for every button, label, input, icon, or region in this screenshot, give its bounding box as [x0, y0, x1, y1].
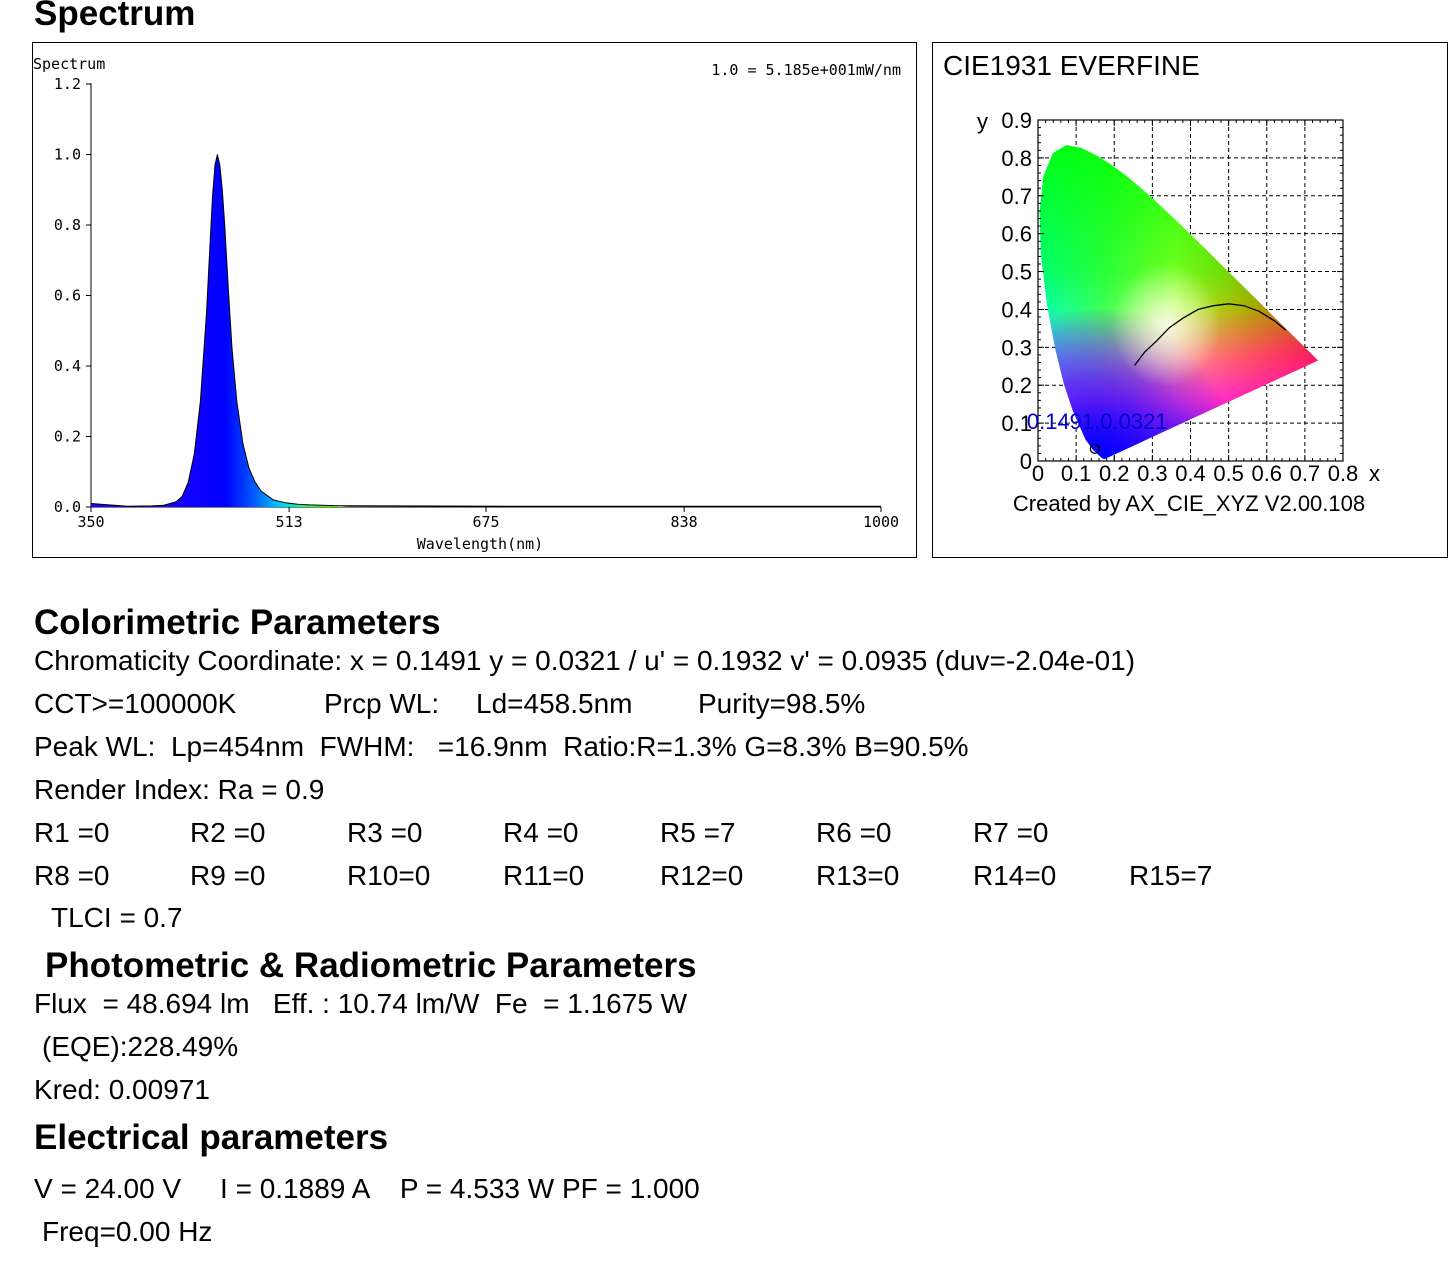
spectrum-y-tick-label: 0.0	[54, 498, 81, 516]
spectrum-x-axis-label: Wavelength(nm)	[417, 535, 543, 553]
frequency-value: Freq=0.00 Hz	[42, 1216, 213, 1247]
cie-x-tick-label: 0.6	[1251, 461, 1282, 486]
cie-x-tick-label: 0	[1032, 461, 1044, 486]
r1-value: R1 =0	[34, 817, 110, 848]
peak-wl-line: Peak WL: Lp=454nm FWHM: =16.9nm Ratio:R=…	[34, 731, 969, 762]
flux-line: Flux = 48.694 lm Eff. : 10.74 lm/W Fe = …	[34, 988, 688, 1019]
chromaticity-line: Chromaticity Coordinate: x = 0.1491 y = …	[34, 645, 1136, 676]
cie-x-tick-label: 0.7	[1290, 461, 1321, 486]
spectrum-chart: 0.0 0.2 0.4 0.6 0.8 1.0 1.2 350 513 675 838 1000 S…	[32, 42, 917, 558]
spectrum-scale-annotation: 1.0 = 5.185e+001mW/nm	[711, 61, 901, 79]
r5-value: R5 =7	[660, 817, 736, 848]
purity-value: Purity=98.5%	[698, 688, 866, 719]
spectrum-chart-title: Spectrum	[33, 55, 105, 73]
spectrum-section-title: Spectrum	[34, 0, 196, 33]
r10-value: R10=0	[347, 860, 431, 891]
cie-chart: CIE1931 EVERFINE 0 0.1 0.2 0.3 0.4 0.5 0.6 0.7 0…	[932, 42, 1448, 558]
cie-x-tick-label: 0.4	[1175, 461, 1206, 486]
colorimetric-section-title: Colorimetric Parameters	[34, 603, 441, 642]
r12-value: R12=0	[660, 860, 744, 891]
spectrum-line	[90, 154, 881, 507]
cie-footer: Created by AX_CIE_XYZ V2.00.108	[1013, 491, 1365, 516]
r3-value: R3 =0	[347, 817, 423, 848]
planckian-locus	[1133, 303, 1287, 366]
eqe-value: (EQE):228.49%	[42, 1031, 239, 1062]
r8-value: R8 =0	[34, 860, 110, 891]
render-index-line: Render Index: Ra = 0.9	[34, 774, 325, 805]
chromaticity-point-label: 0.1491,0.0321	[1027, 409, 1168, 434]
cct-value: CCT>=100000K	[34, 688, 237, 719]
cie-y-tick-label: 0.4	[1001, 297, 1032, 322]
cie-y-tick-label: 0.8	[1001, 146, 1032, 171]
r4-value: R4 =0	[503, 817, 579, 848]
spectrum-x-tick-label: 675	[472, 513, 499, 531]
spectrum-y-tick-label: 0.2	[54, 428, 81, 446]
r7-value: R7 =0	[973, 817, 1049, 848]
r6-value: R6 =0	[816, 817, 892, 848]
electrical-section-title: Electrical parameters	[34, 1118, 389, 1157]
electrical-line: V = 24.00 V I = 0.1889 A P = 4.533 W PF …	[34, 1173, 700, 1204]
spectrum-x-tick-label: 838	[671, 513, 698, 531]
spectrum-y-tick-label: 1.2	[54, 75, 81, 93]
cie-chart-title: CIE1931 EVERFINE	[943, 50, 1200, 81]
cie-x-tick-label: 0.8	[1328, 461, 1359, 486]
cie-x-tick-label: 0.3	[1137, 461, 1168, 486]
cie-y-tick-label: 0.3	[1001, 335, 1032, 360]
chromaticity-point	[1089, 443, 1100, 454]
ld-value: Ld=458.5nm	[476, 688, 633, 719]
cie-x-tick-label: 0.2	[1099, 461, 1130, 486]
kred-value: Kred: 0.00971	[34, 1074, 210, 1105]
cie-y-axis-label: y	[977, 109, 988, 134]
r9-value: R9 =0	[190, 860, 266, 891]
prcp-wl-label: Prcp WL:	[324, 688, 440, 719]
cie-x-tick-label: 0.1	[1061, 461, 1092, 486]
spectrum-fill	[91, 154, 347, 507]
photometric-section-title: Photometric & Radiometric Parameters	[45, 946, 697, 985]
spectrum-plot: 0.0 0.2 0.4 0.6 0.8 1.0 1.2 350 513 675 838 1000 S…	[33, 55, 901, 553]
r13-value: R13=0	[816, 860, 900, 891]
r14-value: R14=0	[973, 860, 1057, 891]
r15-value: R15=7	[1129, 860, 1213, 891]
spectrum-y-tick-label: 0.6	[54, 287, 81, 305]
spectrum-y-tick-label: 0.8	[54, 216, 81, 234]
cie-y-tick-label: 0.1	[1001, 411, 1032, 436]
spectrum-x-tick-label: 513	[276, 513, 303, 531]
cie-y-tick-label: 0	[1020, 449, 1032, 474]
cie-y-tick-label: 0.9	[1001, 108, 1032, 133]
cie-x-axis-label: x	[1369, 461, 1380, 486]
spectrum-x-tick-label: 1000	[863, 513, 899, 531]
cie-plot: CIE1931 EVERFINE 00.10.20.30.40.50.60.70…	[943, 50, 1380, 516]
r2-value: R2 =0	[190, 817, 266, 848]
spectrum-y-tick-label: 0.4	[54, 357, 81, 375]
spectrum-x-tick-label: 350	[77, 513, 104, 531]
cie-y-tick-label: 0.7	[1001, 184, 1032, 209]
cie-x-tick-label: 0.5	[1213, 461, 1244, 486]
r11-value: R11=0	[503, 860, 585, 891]
cie-y-tick-label: 0.2	[1001, 373, 1032, 398]
tlci-value: TLCI = 0.7	[51, 902, 183, 933]
cie-y-tick-label: 0.6	[1001, 222, 1032, 247]
spectrum-y-tick-label: 1.0	[54, 146, 81, 164]
cie-y-tick-label: 0.5	[1001, 260, 1032, 285]
